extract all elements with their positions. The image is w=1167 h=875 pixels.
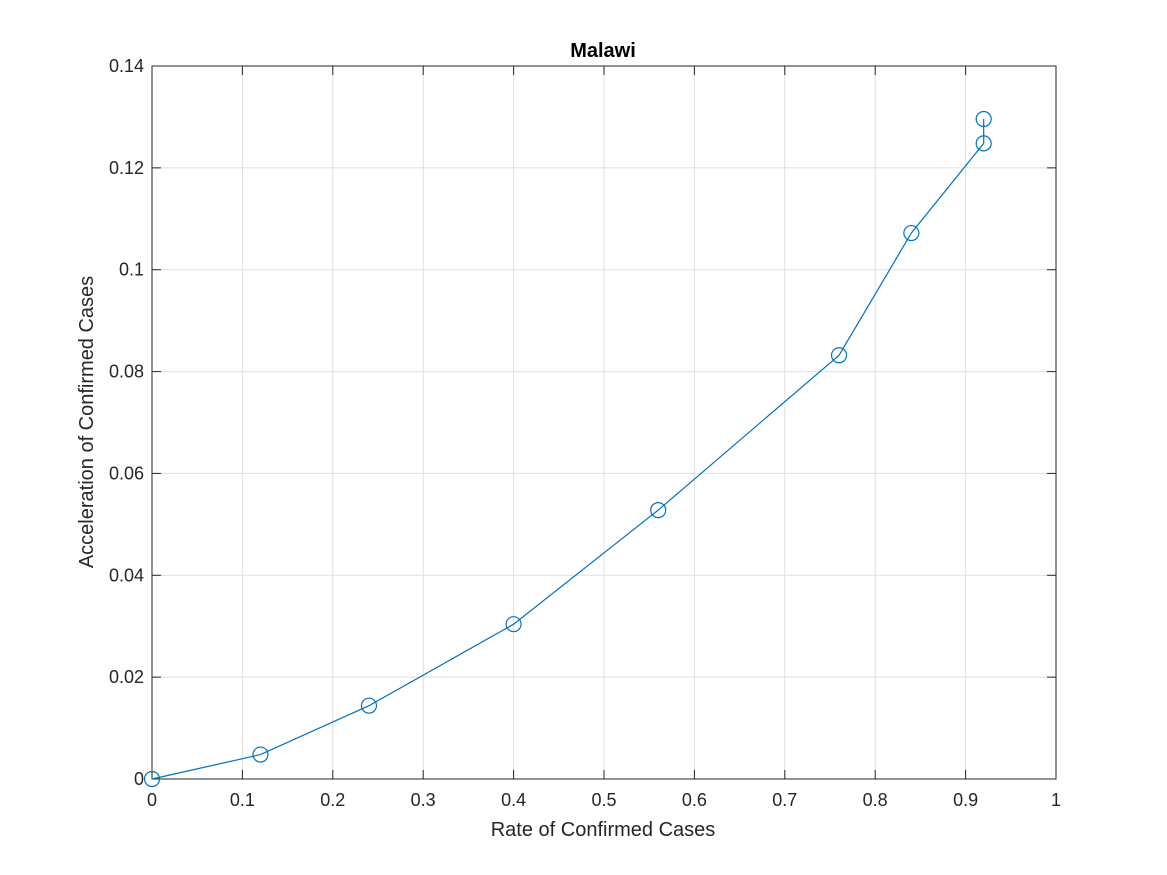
chart-title: Malawi [570,40,636,62]
y-tick-label: 0.04 [109,565,144,585]
x-tick-label: 0.5 [591,790,616,810]
y-tick-label: 0.06 [109,463,144,483]
x-tick-label: 0.6 [682,790,707,810]
x-tick-label: 1 [1051,790,1061,810]
x-tick-label: 0.9 [953,790,978,810]
series-line [151,119,985,780]
data-point [360,697,378,714]
data-point [252,746,269,763]
data-point [505,616,522,633]
x-tick-label: 0.2 [320,790,345,810]
x-tick-label: 0.1 [230,790,255,810]
x-tick-label: 0 [147,790,157,810]
data-point [975,135,992,152]
y-tick-label: 0 [134,769,144,789]
x-tick-label: 0.4 [501,790,526,810]
y-tick-label: 0.14 [109,56,144,76]
y-axis-ticks: 0 0.02 0.04 0.06 0.08 0.1 0.12 0.14 [109,56,1056,789]
y-tick-label: 0.08 [109,362,144,382]
y-tick-label: 0.02 [109,667,144,687]
y-tick-label: 0.12 [109,158,144,178]
y-axis-label: Acceleration of Confirmed Cases [76,276,98,568]
data-point [650,501,667,519]
x-axis-ticks: 0 0.1 0.2 0.3 0.4 0.5 0.6 0.7 0.8 0.9 1 [147,66,1061,810]
data-point [903,224,920,242]
data-point [143,770,161,788]
data-point [975,110,992,128]
data-point [830,347,848,364]
x-axis-label: Rate of Confirmed Cases [491,819,716,841]
y-tick-label: 0.1 [119,260,144,280]
x-tick-label: 0.7 [772,790,797,810]
x-tick-label: 0.8 [863,790,888,810]
data-series [143,110,992,788]
x-tick-label: 0.3 [411,790,436,810]
grid [151,65,1057,780]
